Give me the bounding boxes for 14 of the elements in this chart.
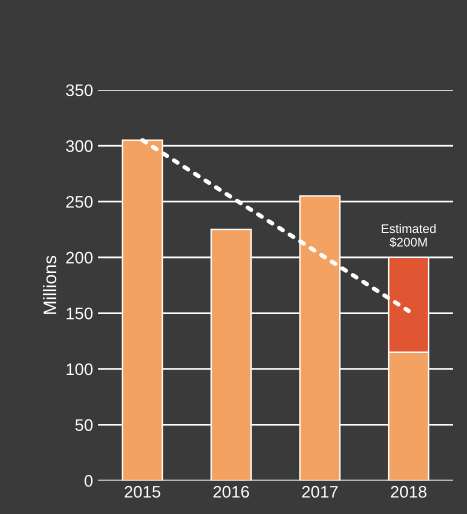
- y-tick-label: 200: [66, 252, 93, 264]
- y-tick-label: 50: [75, 419, 93, 431]
- x-tick-label: 2016: [213, 486, 249, 498]
- y-tick-label: 150: [66, 308, 93, 320]
- y-tick-label: 300: [66, 140, 93, 152]
- annotation: Estimated $200M: [382, 224, 436, 248]
- y-tick-label: 250: [66, 196, 93, 208]
- y-tick-label: 350: [66, 84, 93, 96]
- x-tick-label: 2017: [302, 486, 338, 498]
- x-tick-label: 2015: [124, 486, 160, 498]
- x-tick-label: 2018: [390, 486, 426, 498]
- y-tick-label: 0: [84, 474, 93, 487]
- y-axis-title: Millions: [43, 256, 56, 314]
- y-tick-label: 100: [66, 363, 93, 376]
